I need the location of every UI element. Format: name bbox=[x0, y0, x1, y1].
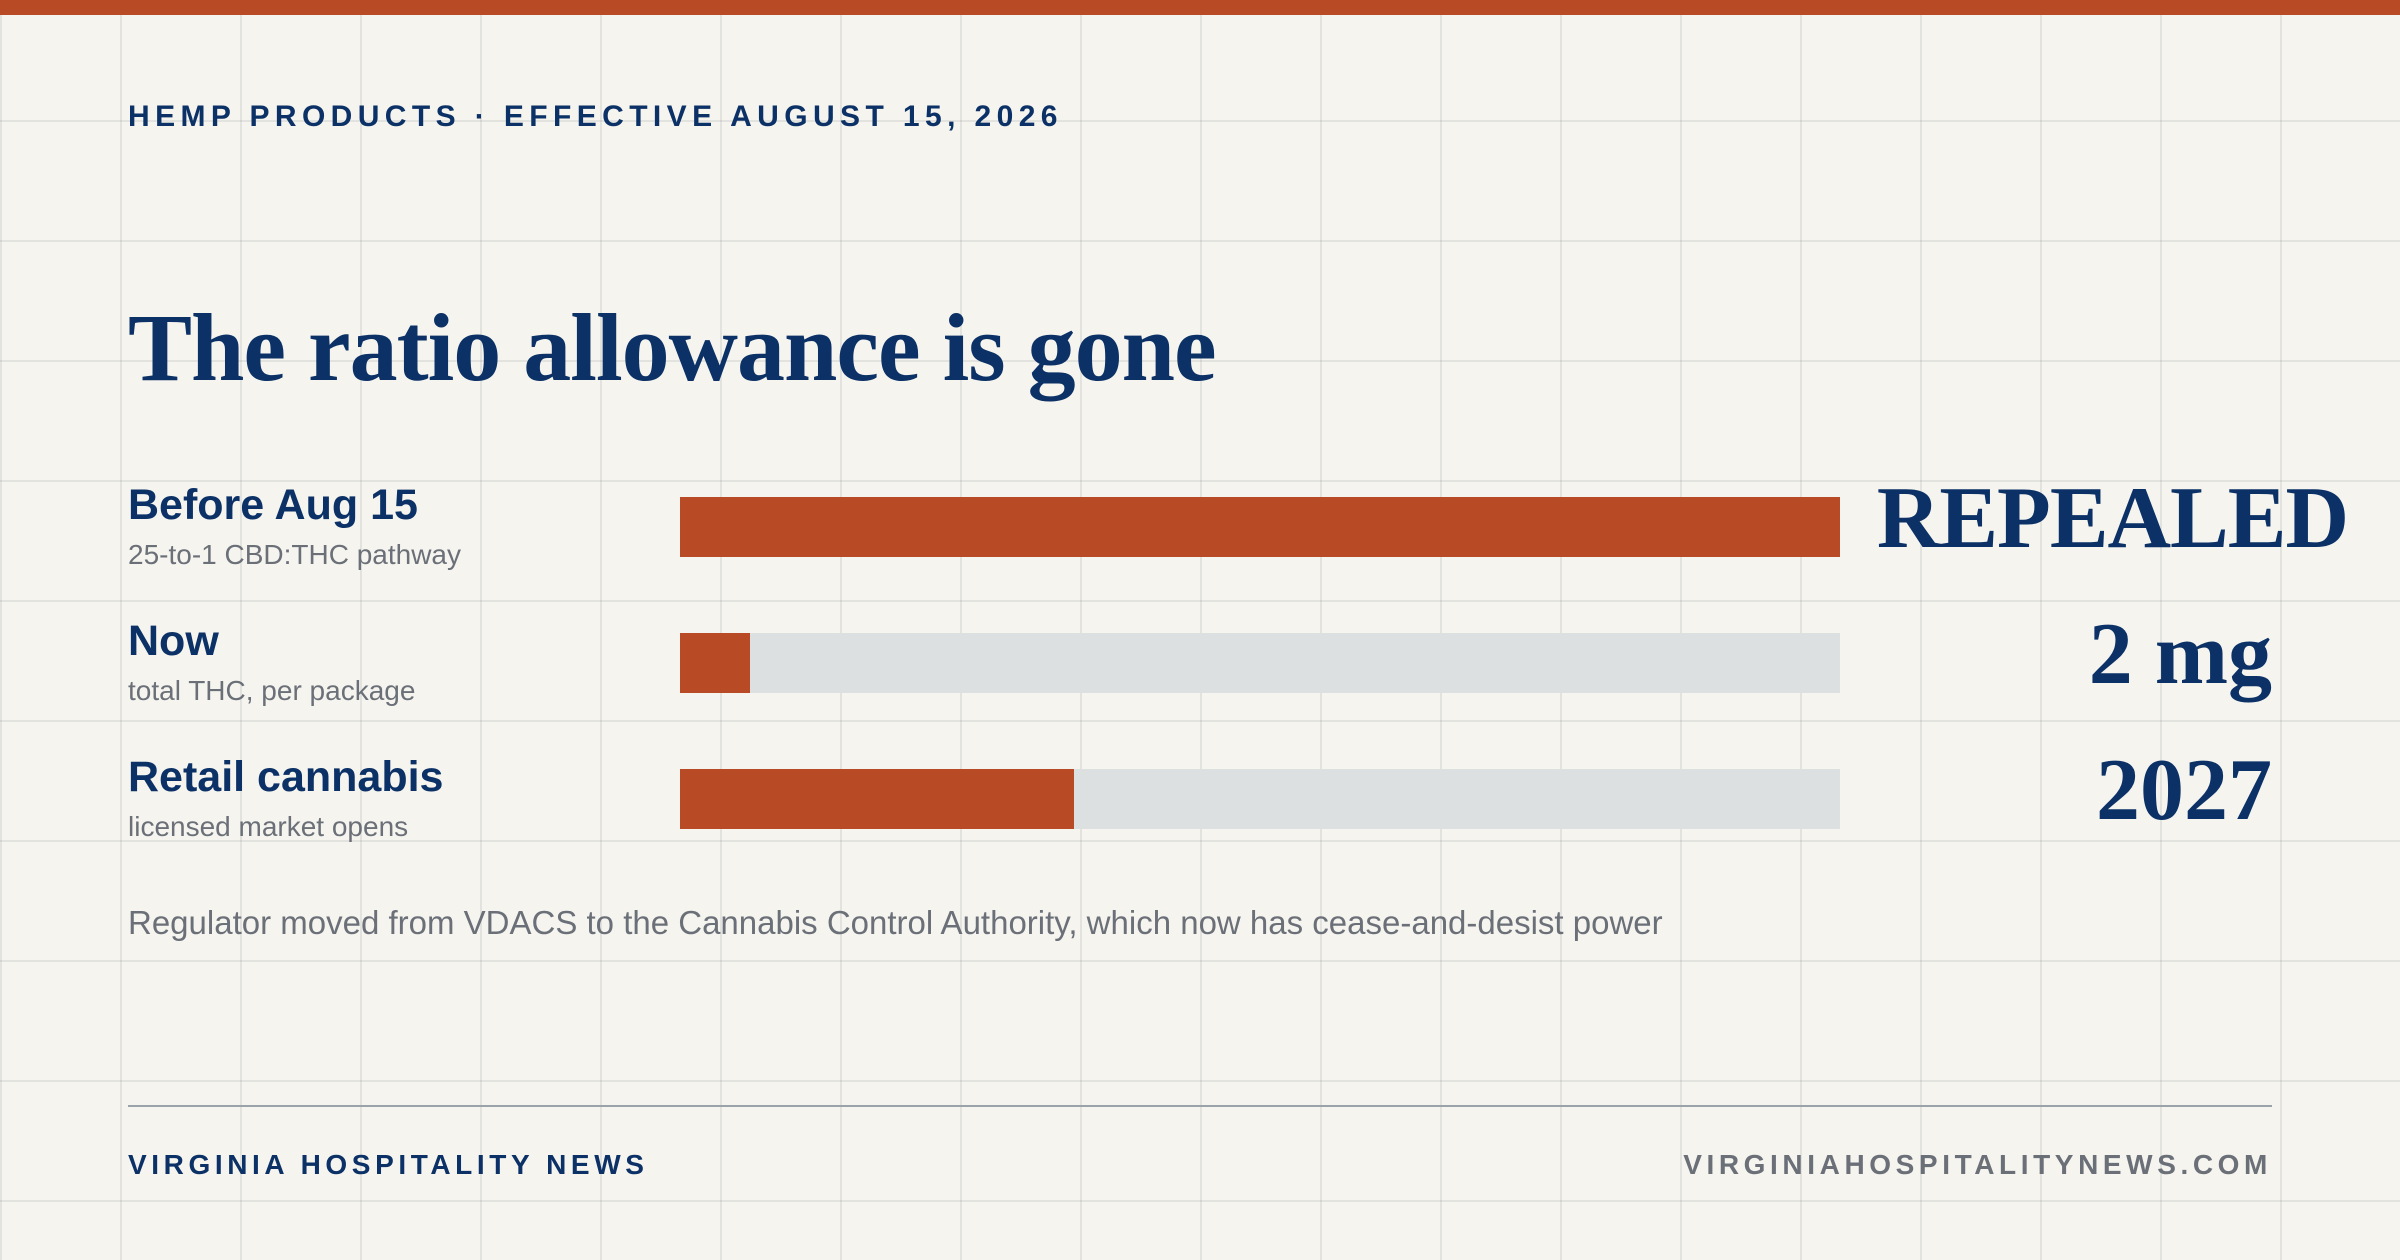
bar-track bbox=[680, 769, 1840, 829]
bar-track bbox=[680, 633, 1840, 693]
top-accent-bar bbox=[0, 0, 2400, 15]
kicker: HEMP PRODUCTS · EFFECTIVE AUGUST 15, 202… bbox=[128, 100, 1063, 133]
headline: The ratio allowance is gone bbox=[128, 294, 1217, 401]
bar-track bbox=[680, 497, 1840, 557]
footnote: Regulator moved from VDACS to the Cannab… bbox=[128, 904, 1663, 941]
row-label: Before Aug 15 bbox=[128, 481, 418, 529]
row-label: Now bbox=[128, 617, 219, 665]
row-now: Now total THC, per package 2 mg bbox=[0, 606, 2400, 753]
row-value: 2 mg bbox=[2088, 606, 2272, 703]
row-value: 2027 bbox=[2096, 742, 2272, 839]
row-sublabel: total THC, per package bbox=[128, 675, 416, 706]
footer-site-url: VIRGINIAHOSPITALITYNEWS.COM bbox=[1683, 1149, 2272, 1180]
row-sublabel: licensed market opens bbox=[128, 811, 409, 842]
row-retail-cannabis: Retail cannabis licensed market opens 20… bbox=[0, 742, 2400, 889]
footer-brand: VIRGINIA HOSPITALITY NEWS bbox=[128, 1149, 649, 1180]
row-value: REPEALED bbox=[1876, 470, 2349, 567]
bar-fill bbox=[680, 769, 1075, 829]
row-before-aug-15: Before Aug 15 25-to-1 CBD:THC pathway RE… bbox=[0, 470, 2400, 617]
row-sublabel: 25-to-1 CBD:THC pathway bbox=[128, 539, 462, 570]
bar-fill bbox=[680, 633, 750, 693]
bar-fill bbox=[680, 497, 1840, 557]
footer-divider bbox=[128, 1105, 2272, 1107]
row-label: Retail cannabis bbox=[128, 753, 444, 801]
